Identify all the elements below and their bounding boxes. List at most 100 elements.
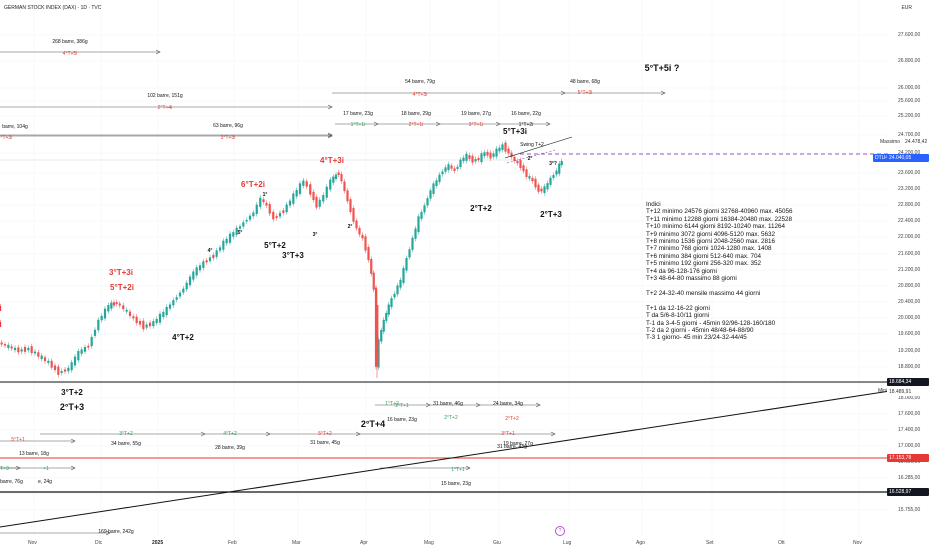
cycle-arrowhead (660, 90, 666, 96)
cycle-label: 31 barre, 43g (497, 444, 527, 450)
candle-body (543, 186, 546, 194)
candle-body (162, 311, 165, 318)
indici-line: T+2 24-32-40 mensile massimo 44 giorni (646, 289, 761, 297)
candle-body (110, 302, 113, 309)
candle-body (312, 191, 315, 201)
cycle-label: 24 barre, 34g (493, 401, 523, 407)
wave-marker: 5° (238, 230, 243, 236)
price-tick: 25.600,00 (898, 98, 921, 104)
candle-body (480, 153, 483, 163)
candle-body (37, 352, 40, 357)
price-tick: 26.800,00 (898, 58, 921, 64)
cycle-label: 2°T+1i (409, 122, 424, 128)
time-tick: Mar (292, 540, 301, 546)
candle-body (474, 159, 477, 162)
candle-body (377, 339, 380, 368)
event-pin[interactable]: ? (555, 526, 565, 536)
indici-line: T+12 minimo 24576 giorni 32768-40960 max… (646, 208, 793, 216)
price-tick: 19.200,00 (898, 348, 921, 354)
cycle-label: 3°T+2 (119, 431, 133, 437)
candle-body (298, 183, 302, 194)
candle-body (417, 216, 420, 233)
candle-body (450, 165, 453, 169)
candle-body (232, 232, 235, 237)
candle-body (40, 355, 43, 360)
massimo-value: 24.478,42 (905, 139, 928, 145)
candle-body (245, 219, 248, 222)
candle-body (447, 164, 450, 171)
indici-note: Indici T+12 minimo 24576 giorni 32768-409… (646, 201, 793, 342)
candle-body (195, 267, 198, 276)
candle-body (349, 199, 352, 213)
candle-body (477, 158, 480, 161)
price-tick: 16.285,00 (898, 475, 921, 481)
candle-body (262, 199, 265, 203)
price-tick: 19.600,00 (898, 331, 921, 337)
candle-body (83, 346, 87, 352)
minimo-badge: 18.489,91 (887, 388, 929, 396)
wave-label: 2°T+2 (470, 204, 492, 213)
candle-body (285, 204, 288, 213)
candle-body (57, 366, 60, 375)
level-badge-1: 18.684,34 (887, 378, 929, 386)
price-tick: 17.000,00 (898, 443, 921, 449)
candle-body (215, 250, 218, 257)
cycle-arrowhead (155, 49, 161, 55)
wave-label: 3°T+3i (109, 268, 133, 277)
candle-body (218, 247, 222, 251)
wave-label: 5°T+2 (264, 241, 286, 250)
time-tick: Giu (493, 540, 501, 546)
candle-body (202, 261, 205, 268)
cycle-label: 2°T+2 (505, 416, 519, 422)
candle-body (435, 180, 438, 186)
time-tick: Apr (360, 540, 368, 546)
currency-label: EUR (901, 5, 912, 11)
indici-line: T+11 minimo 12288 giorni 16384-20480 max… (646, 215, 793, 223)
cycle-label: 268 barre, 386g (52, 39, 88, 45)
candle-body (332, 176, 335, 183)
cycle-label: 3°T+1 (501, 431, 515, 437)
candle-body (265, 202, 268, 206)
candle-body (7, 344, 10, 348)
cycle-label: 2°T+2 (444, 415, 458, 421)
candle-body (255, 204, 258, 214)
cycle-label: 34 barre, 55g (111, 441, 141, 447)
candle-body (420, 211, 423, 219)
cycle-label: e, 24g (38, 479, 52, 485)
price-tick: 17.600,00 (898, 411, 921, 417)
time-tick: Lug (563, 540, 572, 546)
candle-body (23, 346, 27, 352)
wave-label: 5°T+3i (503, 127, 527, 136)
candle-body (358, 227, 361, 235)
candle-body (516, 161, 519, 164)
candle-body (492, 153, 495, 157)
indici-line: T+7 minimo 768 giorni 1024-1280 max. 140… (646, 245, 772, 253)
candle-body (405, 257, 408, 271)
wave-label: 2°T+3 (540, 210, 562, 219)
candle-body (334, 174, 338, 180)
candle-body (63, 369, 67, 372)
time-tick: Ago (636, 540, 645, 546)
wave-label: 2°T+4 (361, 419, 385, 429)
cycle-label: 2°T+4i (158, 105, 173, 111)
price-tick: 20.400,00 (898, 299, 921, 305)
wave-label: Swing T+2 (520, 142, 544, 148)
wave-label: 4i (0, 303, 2, 313)
price-tick: 24.200,00 (898, 150, 921, 156)
cycle-label: 48 barre, 68g (570, 79, 600, 85)
candle-body (103, 308, 107, 319)
candle-body (43, 357, 47, 362)
candle-body (370, 259, 373, 274)
candle-body (168, 304, 172, 309)
candle-body (165, 306, 168, 316)
candle-body (361, 234, 364, 239)
candle-body (278, 212, 282, 217)
candle-body (495, 148, 498, 157)
cycle-arrowhead (327, 132, 333, 138)
wave-marker: 4° (208, 248, 213, 254)
cycle-arrows (0, 49, 666, 536)
candlestick-series (0, 140, 563, 378)
candle-body (0, 342, 3, 345)
candle-body (115, 302, 118, 305)
